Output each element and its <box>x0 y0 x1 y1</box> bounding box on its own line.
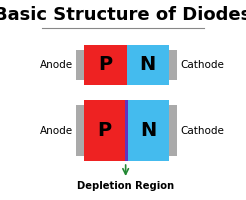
Text: P: P <box>97 121 111 140</box>
FancyBboxPatch shape <box>84 100 124 161</box>
FancyBboxPatch shape <box>169 105 177 156</box>
Text: Depletion Region: Depletion Region <box>77 181 174 191</box>
Text: Cathode: Cathode <box>180 60 224 70</box>
FancyBboxPatch shape <box>76 105 84 156</box>
FancyBboxPatch shape <box>84 45 126 85</box>
FancyBboxPatch shape <box>76 50 84 80</box>
FancyBboxPatch shape <box>126 45 169 85</box>
FancyBboxPatch shape <box>128 100 169 161</box>
Text: Cathode: Cathode <box>180 126 224 136</box>
Text: N: N <box>140 121 157 140</box>
Text: N: N <box>139 55 156 74</box>
FancyBboxPatch shape <box>169 50 177 80</box>
Text: Basic Structure of Diodes: Basic Structure of Diodes <box>0 6 246 24</box>
Text: Anode: Anode <box>40 60 73 70</box>
FancyBboxPatch shape <box>124 100 128 161</box>
Text: Anode: Anode <box>40 126 73 136</box>
Text: P: P <box>98 55 112 74</box>
